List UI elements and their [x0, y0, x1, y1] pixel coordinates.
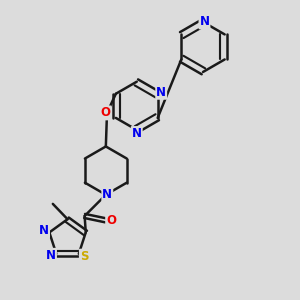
Text: N: N [39, 224, 49, 237]
Text: N: N [156, 86, 166, 99]
Text: N: N [46, 249, 56, 262]
Text: S: S [80, 250, 88, 263]
Text: N: N [132, 127, 142, 140]
Text: O: O [100, 106, 110, 119]
Text: O: O [106, 214, 116, 227]
Text: N: N [200, 15, 209, 28]
Text: N: N [102, 188, 112, 201]
